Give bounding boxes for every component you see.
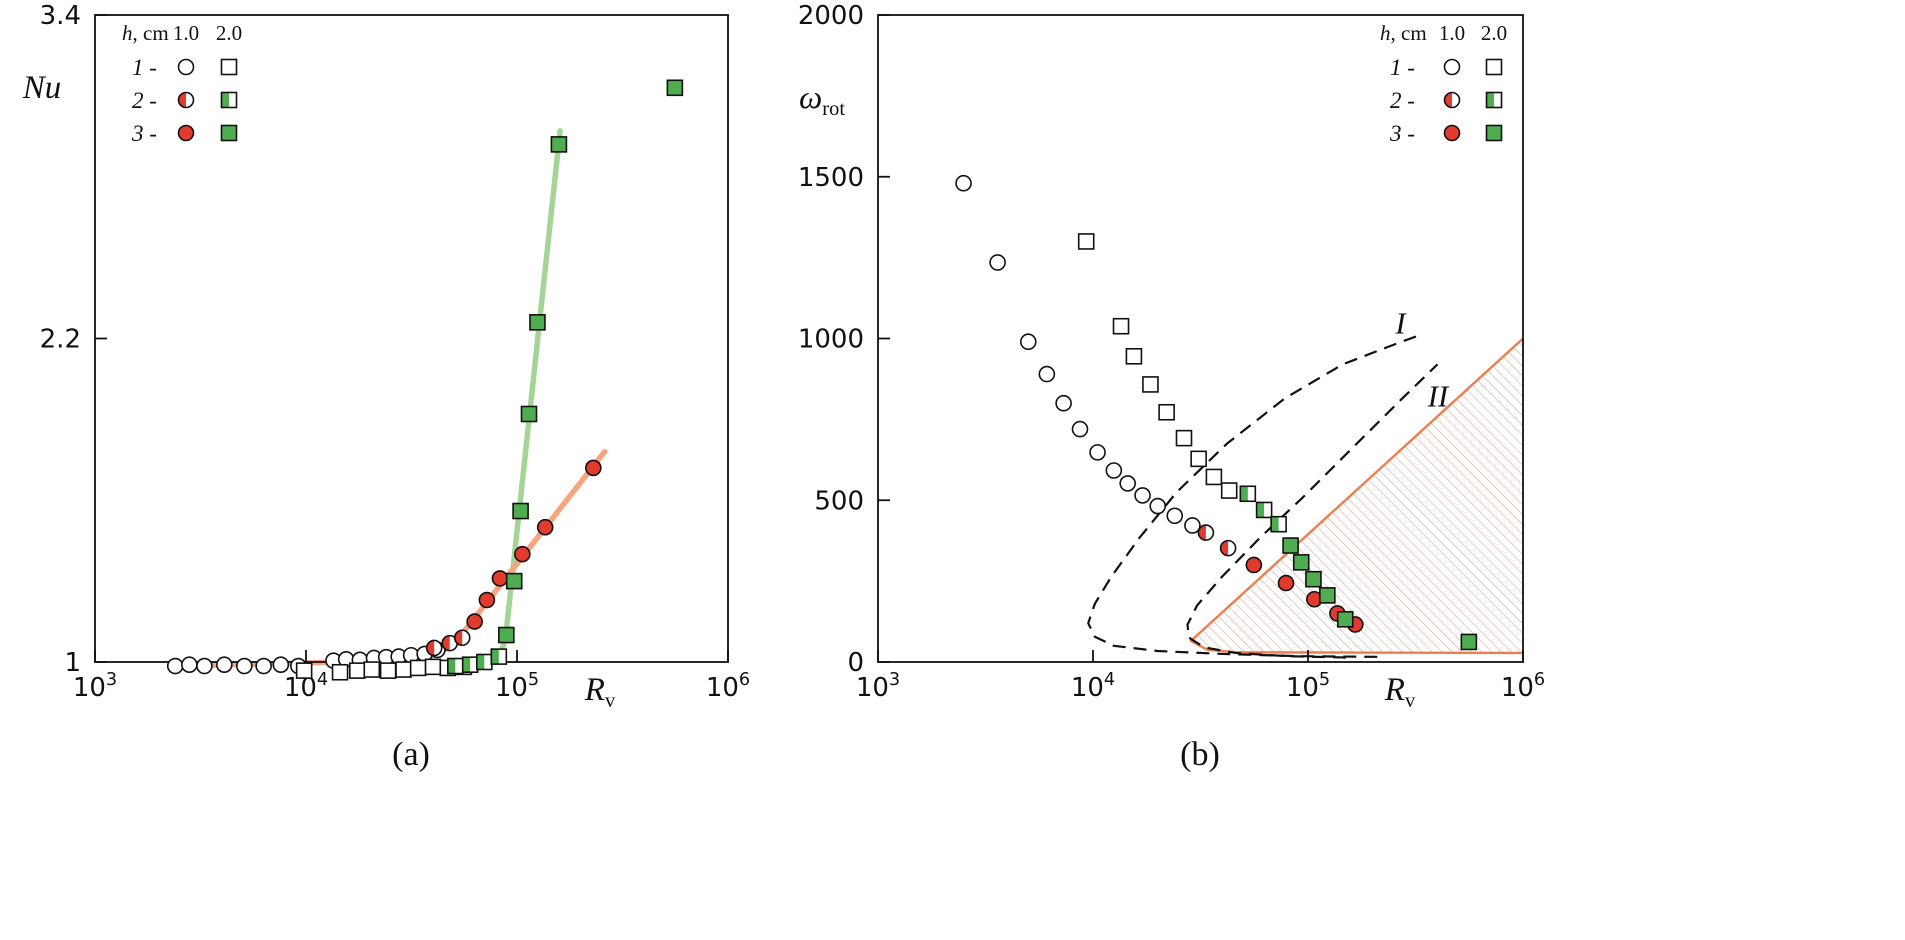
fit-line-orange <box>168 448 608 669</box>
x-axis: 103 104 105 106 <box>856 650 1545 703</box>
hatched-instability-region <box>1189 337 1524 655</box>
legend-col-1: 1.0 <box>173 21 199 45</box>
y-tick-label: 1000 <box>798 325 864 355</box>
x-tick-label: 105 <box>1286 670 1330 703</box>
x-tick-label: 106 <box>706 670 750 703</box>
panel-a: 103 104 105 106 1 2.2 3.4 Nu Rv h, cm 1.0 2.0 1 -2 -… <box>0 0 770 720</box>
x-tick-label: 103 <box>856 670 900 703</box>
y-tick-label: 500 <box>814 486 864 516</box>
legend-row-label: 3 - <box>131 121 157 146</box>
legend-row-label: 2 - <box>132 88 157 113</box>
legend-row-label: 1 - <box>1390 55 1415 80</box>
y-tick-label: 0 <box>847 648 864 678</box>
legend: h, cm 1.0 2.0 1 - 2 - 3 - <box>1380 21 1507 146</box>
legend-row-label: 1 - <box>132 55 157 80</box>
legend-col-2: 2.0 <box>216 21 242 45</box>
y-tick-label: 1500 <box>798 163 864 193</box>
legend-row-label: 2 - <box>1390 88 1415 113</box>
x-axis-title: Rv <box>1384 672 1416 712</box>
svg-text:h, cm: h, cm <box>1380 21 1427 45</box>
regime3-h2-filled-squares <box>1282 537 1478 651</box>
regime2-h1-half-circles <box>425 629 471 657</box>
legend-row-label: 3 - <box>1389 121 1415 146</box>
y-tick-label: 3.4 <box>40 1 81 31</box>
regime3-h2-filled-squares <box>498 79 684 644</box>
regime2-h1-half-circles <box>1197 524 1237 557</box>
x-tick-label: 105 <box>495 670 539 703</box>
y-axis: 1 2.2 3.4 <box>40 1 107 678</box>
caption-a: (a) <box>392 736 430 773</box>
curve-label-II: II <box>1427 378 1450 413</box>
x-tick-label: 103 <box>73 670 117 703</box>
regime3-h1-filled-circles <box>466 459 602 630</box>
y-axis-title: ωrot <box>799 80 845 120</box>
chart-b-svg: 103 104 105 1060500100015002000IIIωrotRvh, … <box>798 1 1545 712</box>
curve-label-I: I <box>1394 306 1407 341</box>
x-axis-title: Rv <box>584 672 616 712</box>
x-tick-label: 106 <box>1501 670 1545 703</box>
x-tick-label: 104 <box>1071 670 1115 703</box>
plot-frame <box>94 14 729 663</box>
regime1-h2-open-squares <box>1077 233 1238 499</box>
y-tick-label: 1 <box>64 648 81 678</box>
regime2-h2-half-squares <box>446 648 508 675</box>
caption-b: (b) <box>1180 736 1220 773</box>
legend-col-1: 1.0 <box>1439 21 1465 45</box>
legend-col-2: 2.0 <box>1481 21 1507 45</box>
stability-boundary-II-dashed <box>1186 363 1439 659</box>
regime2-h2-half-squares <box>1239 485 1287 533</box>
y-axis-title: Nu <box>22 70 62 106</box>
y-tick-label: 2000 <box>798 1 864 31</box>
y-axis: 0 500 1000 1500 2000 <box>798 1 890 678</box>
stability-boundary-I-dashed <box>1087 334 1420 658</box>
x-axis: 103 104 105 106 <box>73 650 750 703</box>
y-tick-label: 2.2 <box>40 325 81 355</box>
regime1-h1-open-circles <box>955 174 1201 534</box>
svg-text:h, cm: h, cm <box>122 21 169 45</box>
panel-b: 103 104 105 106 0 500 1000 1500 2000 I II ωrot Rv h, … <box>770 0 1560 720</box>
legend: h, cm 1.0 2.0 1 - 2 - 3 - <box>122 21 242 146</box>
